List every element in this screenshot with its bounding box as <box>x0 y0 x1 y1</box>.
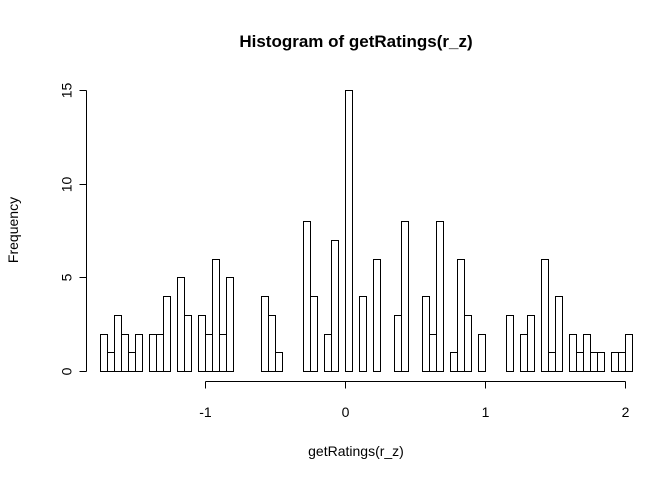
x-tick-label: 2 <box>622 404 630 420</box>
histogram-bar <box>128 352 136 372</box>
chart-title: Histogram of getRatings(r_z) <box>239 32 472 51</box>
y-tick-label: 5 <box>59 273 75 281</box>
histogram-bar <box>121 334 129 372</box>
x-tick-label: 1 <box>482 404 490 420</box>
y-tick-label: 10 <box>59 177 75 193</box>
histogram-bar <box>436 221 444 372</box>
histogram-bar <box>149 334 157 372</box>
histogram-bar <box>569 334 577 372</box>
histogram-bar <box>100 334 108 372</box>
histogram-bar <box>457 259 465 372</box>
histogram-bar <box>555 296 563 372</box>
y-tick-label: 0 <box>59 367 75 375</box>
y-axis: 0 5 10 15 <box>59 83 87 375</box>
y-axis-label: Frequency <box>5 197 21 263</box>
histogram-bar <box>625 334 633 372</box>
histogram-bar <box>583 334 591 372</box>
x-axis: -1 0 1 2 <box>199 381 630 420</box>
histogram-bar <box>177 277 185 372</box>
histogram-bar <box>345 90 353 372</box>
histogram-bar <box>576 352 584 372</box>
histogram-bar <box>198 315 206 372</box>
histogram-bar <box>226 277 234 372</box>
histogram-bar <box>373 259 381 372</box>
histogram-bar <box>205 334 213 372</box>
histogram-bar <box>527 315 535 372</box>
x-tick-label: 0 <box>342 404 350 420</box>
histogram-bar <box>212 259 220 372</box>
histogram-bar <box>219 334 227 372</box>
histogram-bar <box>107 352 115 372</box>
histogram-bar <box>618 352 626 372</box>
histogram-bar <box>275 352 283 372</box>
histogram-bar <box>156 334 164 372</box>
histogram-bar <box>450 352 458 372</box>
histogram-bar <box>401 221 409 372</box>
histogram-bar <box>506 315 514 372</box>
histogram-bar <box>261 296 269 372</box>
bars-group <box>100 90 633 372</box>
histogram-bar <box>135 334 143 372</box>
histogram-bar <box>520 334 528 372</box>
histogram-bar <box>359 296 367 372</box>
x-axis-label: getRatings(r_z) <box>308 443 404 459</box>
histogram-bar <box>394 315 402 372</box>
histogram-bar <box>324 334 332 372</box>
histogram-bar <box>429 334 437 372</box>
histogram-bar <box>268 315 276 372</box>
histogram-bar <box>478 334 486 372</box>
histogram-bar <box>422 296 430 372</box>
histogram-bar <box>310 296 318 372</box>
x-tick-label: -1 <box>199 404 212 420</box>
histogram-bar <box>597 352 605 372</box>
histogram-bar <box>303 221 311 372</box>
histogram-bar <box>548 352 556 372</box>
histogram-bar <box>331 240 339 372</box>
histogram-bar <box>590 352 598 372</box>
histogram-bar <box>464 315 472 372</box>
histogram-bar <box>611 352 619 372</box>
histogram-bar <box>541 259 549 372</box>
histogram-bar <box>114 315 122 372</box>
histogram-bar <box>184 315 192 372</box>
histogram-bar <box>163 296 171 372</box>
y-tick-label: 15 <box>59 83 75 99</box>
